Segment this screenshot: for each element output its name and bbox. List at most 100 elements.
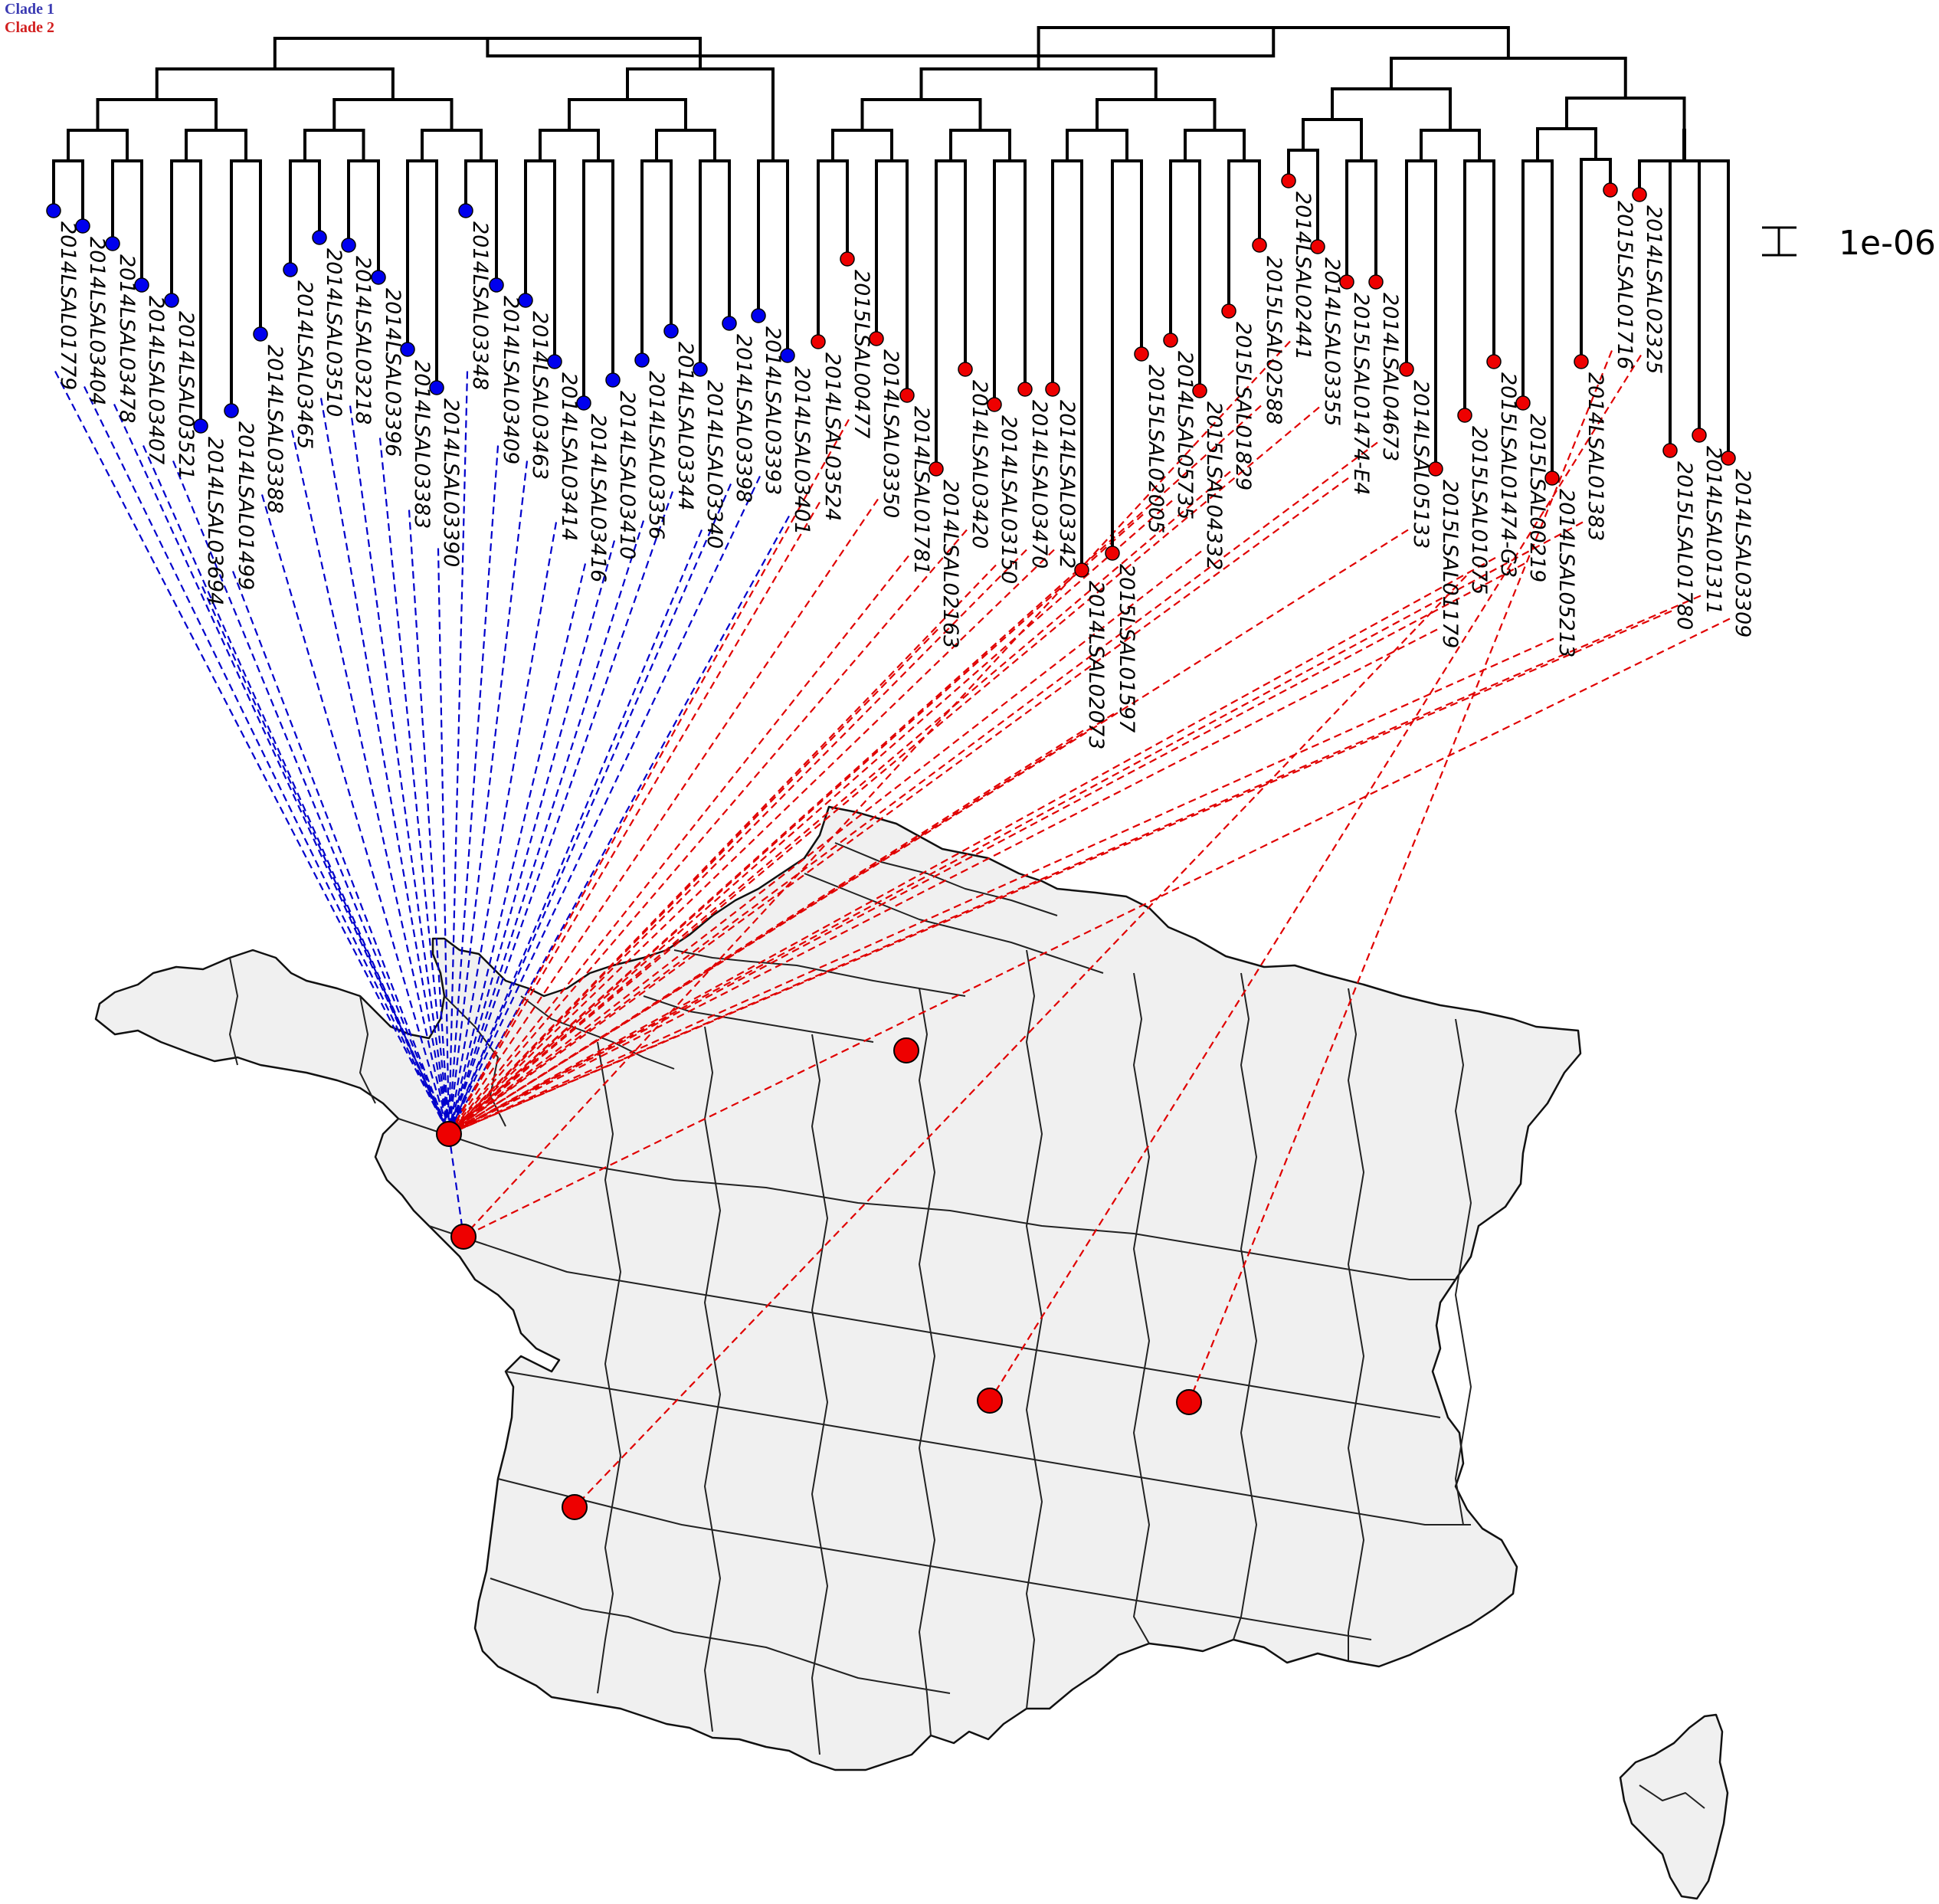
tip-label: 2014LSAL03348 <box>468 221 492 390</box>
tip-marker <box>899 388 915 403</box>
tree-branch <box>860 98 982 130</box>
tree-branch <box>332 98 454 130</box>
tip-marker <box>1105 546 1120 561</box>
tip-marker <box>134 277 149 293</box>
tip-label: 2015LSAL02588 <box>1262 256 1286 424</box>
geo-link <box>448 562 1525 1135</box>
tip-marker <box>400 342 415 357</box>
tip-marker <box>1252 238 1267 253</box>
tip-label: 2014LSAL03390 <box>439 398 463 567</box>
tip-label: 2014LSAL01499 <box>234 421 257 590</box>
tip-label: 2014LSAL03414 <box>557 372 581 541</box>
tip-label: 2014LSAL03416 <box>586 414 610 582</box>
tip-label: 2014LSAL02163 <box>938 480 962 648</box>
tip-label: 2014LSAL03465 <box>293 280 316 449</box>
tip-label: 2014LSAL03355 <box>1320 257 1344 426</box>
tip-label: 2014LSAL03404 <box>85 237 109 405</box>
tip-label: 2014LSAL03356 <box>644 371 668 539</box>
department-borders <box>229 842 1705 1809</box>
tip-label: 2014LSAL03309 <box>1731 469 1754 637</box>
geo-link <box>574 575 1467 1508</box>
tip-label: 2014LSAL03393 <box>761 326 784 495</box>
tip-label: 2014LSAL03463 <box>528 311 552 480</box>
geo-link <box>447 460 529 1135</box>
tip-label: 2014LSAL04673 <box>1378 293 1402 461</box>
tip-label: 2014LSAL02325 <box>1642 205 1666 374</box>
tip-marker <box>780 348 795 363</box>
tree-branch <box>1066 129 1128 161</box>
tip-marker <box>489 277 504 293</box>
tip-marker <box>1486 354 1502 369</box>
tip-marker <box>75 218 90 234</box>
geo-link <box>448 476 761 1135</box>
tip-label: 2014LSAL01311 <box>1702 446 1725 614</box>
tip-label: 2014LSAL03510 <box>322 248 346 417</box>
tree-branch <box>949 129 1011 161</box>
tree-branch <box>626 67 775 161</box>
tip-marker <box>1163 333 1178 348</box>
tree-branch <box>1390 57 1627 98</box>
geo-link <box>448 529 968 1135</box>
corsica <box>1619 1713 1729 1900</box>
geo-link <box>448 549 1027 1135</box>
tree-branch <box>155 67 395 100</box>
tip-label: 2015LSAL04332 <box>1202 401 1226 570</box>
geo-link <box>201 586 450 1135</box>
tip-marker <box>634 352 650 368</box>
geo-link <box>319 398 450 1135</box>
geo-link <box>113 404 450 1135</box>
tree-branch <box>1227 159 1261 311</box>
tip-label: 2015LSAL01474-E4 <box>1349 293 1373 495</box>
geo-link <box>447 491 674 1135</box>
tip-marker <box>1662 443 1678 458</box>
tree-branch <box>935 159 967 469</box>
tree-tips: 2014LSAL01779 2014LSAL03404 2014LSAL03478 2… <box>46 173 1754 749</box>
tip-marker <box>1368 274 1384 290</box>
tip-marker <box>224 403 239 418</box>
tip-marker <box>371 270 386 285</box>
location-pin <box>436 1121 462 1147</box>
geo-link <box>447 445 499 1135</box>
location-pin <box>562 1494 588 1520</box>
geo-link <box>448 441 1378 1135</box>
tip-label: 2015LSAL01597 <box>1115 564 1138 732</box>
tip-marker <box>1603 182 1618 198</box>
geo-link <box>989 354 1642 1401</box>
tip-marker <box>693 362 708 377</box>
tree-branch <box>1669 159 1701 451</box>
france-map <box>94 805 1729 1900</box>
geo-link <box>260 494 450 1135</box>
legend-clade-1: Clade 1 <box>5 1 54 18</box>
tree-branch <box>96 98 218 130</box>
tree-branch <box>539 129 600 161</box>
tree-branch <box>817 159 849 342</box>
tree-root <box>486 28 1276 57</box>
geo-link <box>448 628 1438 1135</box>
tip-label: 2014LSAL05213 <box>1554 489 1578 657</box>
tip-label: 2014LSAL03398 <box>732 334 755 503</box>
geo-link <box>84 386 450 1135</box>
location-pin <box>893 1037 919 1063</box>
tip-marker <box>458 203 473 218</box>
tip-marker <box>341 238 356 253</box>
tip-label: 2014LSAL05133 <box>1409 380 1433 549</box>
location-pin <box>977 1388 1003 1414</box>
tree-branch <box>1345 159 1377 282</box>
geo-links <box>54 340 1731 1508</box>
geo-link <box>448 555 909 1135</box>
tip-marker <box>1281 173 1296 188</box>
geo-link <box>447 520 645 1135</box>
tree-branch <box>289 159 321 270</box>
tip-marker <box>751 308 766 323</box>
geo-link <box>448 595 1702 1136</box>
geo-link <box>408 510 450 1135</box>
tip-label: 2015LSAL02005 <box>1144 365 1168 533</box>
geo-link <box>448 498 879 1135</box>
tip-marker <box>1310 239 1325 254</box>
tip-marker <box>1134 346 1149 362</box>
tree-branch <box>185 129 247 161</box>
geo-link <box>448 557 1496 1135</box>
tip-label: 2014LSAL03340 <box>703 380 726 549</box>
tree-branch <box>993 159 1027 405</box>
tip-label: 2014LSAL01779 <box>56 221 80 390</box>
